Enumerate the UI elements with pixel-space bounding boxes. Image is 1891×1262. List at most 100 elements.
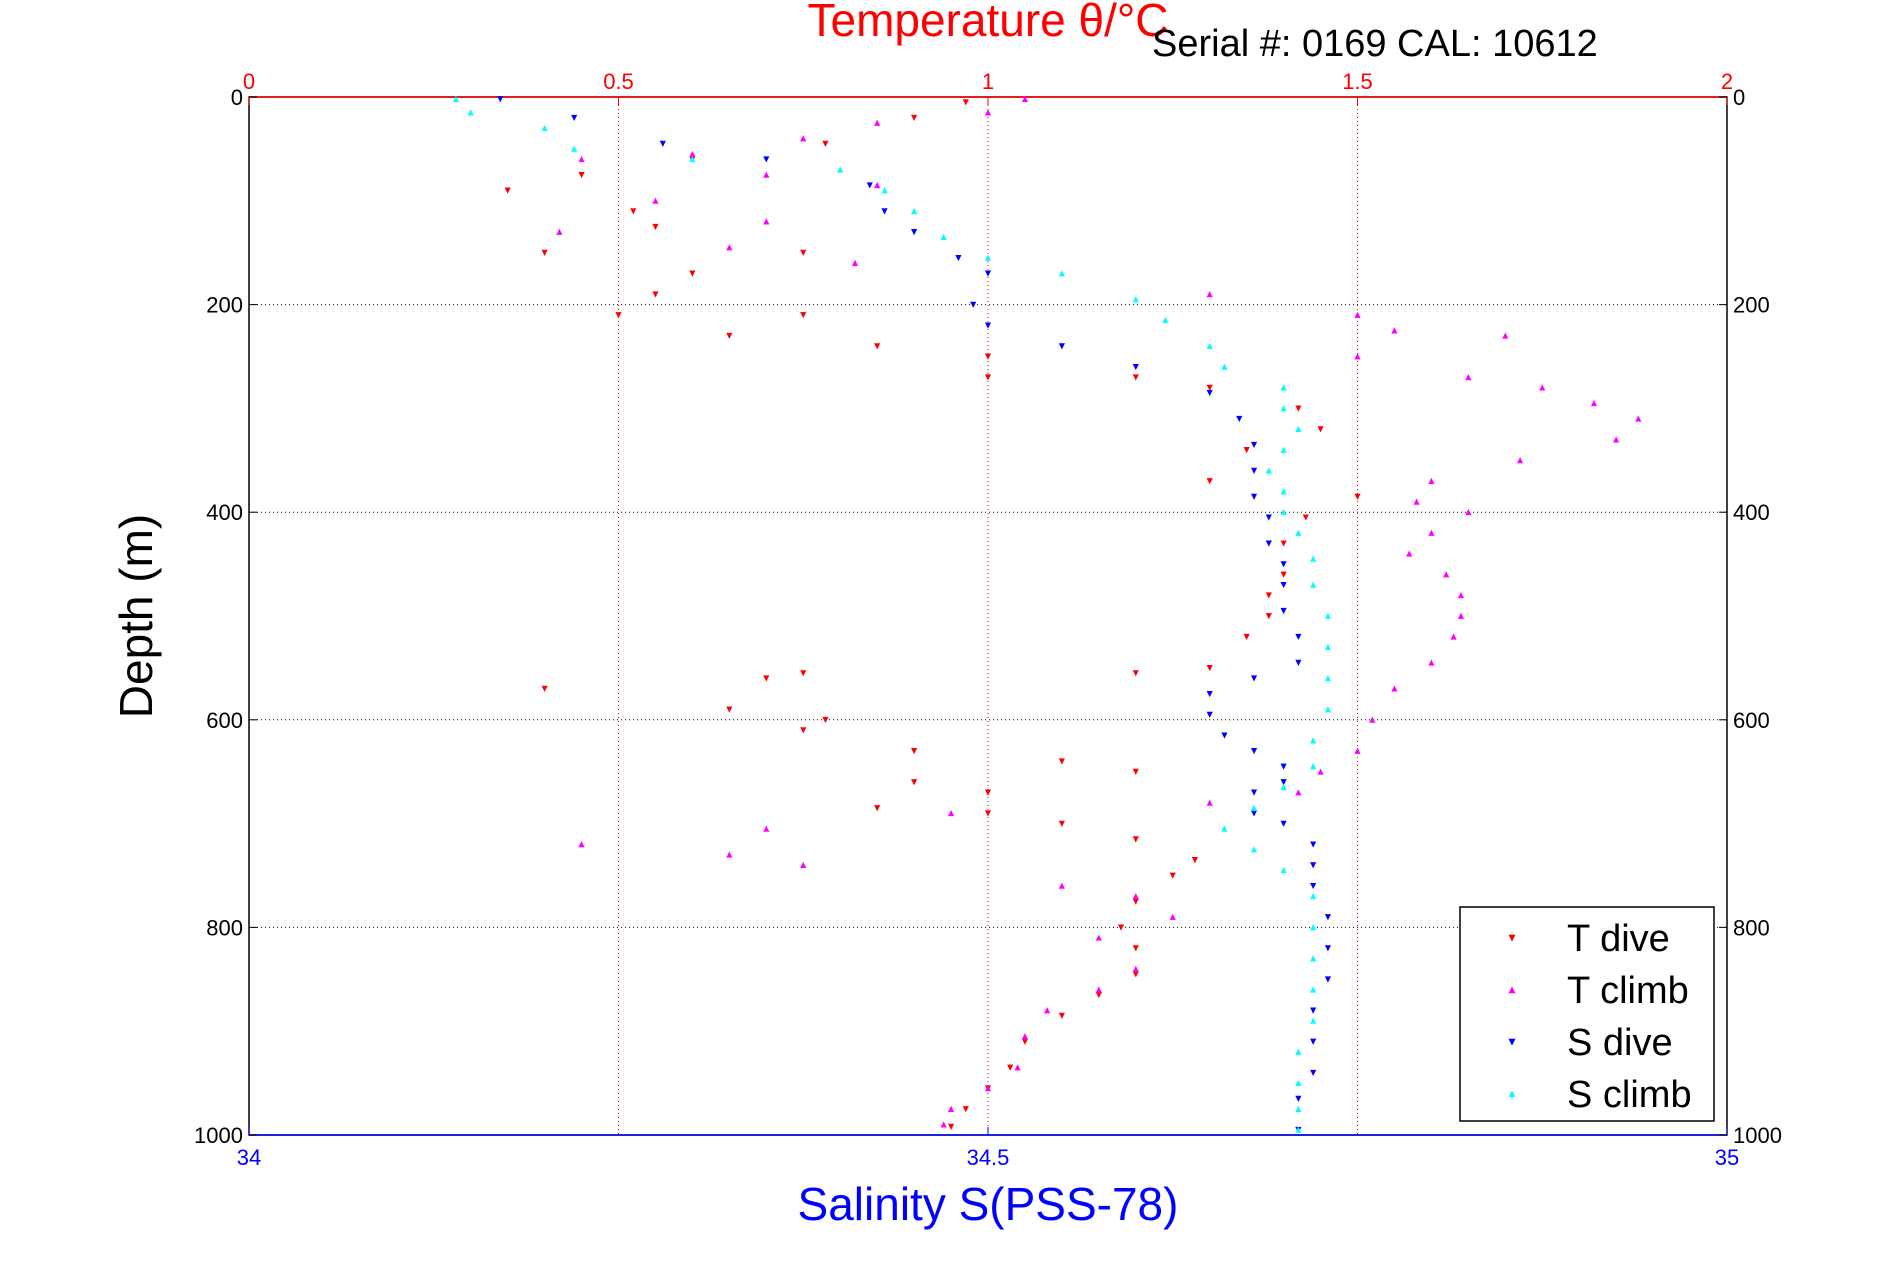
data-point: [1280, 540, 1287, 547]
data-point: [970, 301, 977, 308]
data-point: [940, 233, 947, 241]
data-point: [962, 1106, 969, 1113]
data-point: [1295, 529, 1302, 536]
data-point: [984, 374, 992, 381]
data-point: [1391, 327, 1398, 334]
data-point: [652, 197, 659, 204]
data-point: [984, 789, 992, 796]
legend-marker: [1508, 934, 1516, 942]
data-point: [1280, 508, 1287, 516]
data-point: [1132, 945, 1139, 952]
top-tick-label: 0.5: [603, 69, 634, 94]
data-point: [1132, 768, 1139, 775]
data-point: [1310, 882, 1317, 890]
data-point: [726, 332, 733, 340]
y-tick-label-right: 400: [1733, 500, 1770, 525]
series-s-dive: [497, 96, 1332, 1134]
data-point: [1295, 633, 1302, 641]
data-point: [1324, 914, 1332, 921]
data-point: [630, 208, 637, 215]
data-point: [763, 675, 770, 682]
data-point: [1206, 478, 1213, 485]
legend-label: T dive: [1567, 918, 1670, 960]
data-point: [1613, 436, 1620, 443]
data-point: [1058, 882, 1065, 889]
top-tick-label: 0: [243, 69, 255, 94]
series-layer: [452, 95, 1642, 1134]
data-point: [800, 249, 807, 256]
data-point: [556, 228, 563, 235]
data-point: [947, 1105, 955, 1112]
data-point: [1354, 493, 1361, 500]
data-point: [1243, 633, 1250, 641]
data-point: [763, 218, 770, 225]
data-point: [541, 249, 548, 256]
data-point: [940, 1121, 947, 1128]
data-point: [911, 779, 918, 786]
data-point: [1162, 316, 1169, 324]
data-point: [1516, 457, 1524, 464]
data-point: [984, 109, 992, 116]
data-point: [1044, 1007, 1051, 1014]
bottom-tick-label: 34.5: [967, 1145, 1010, 1170]
y-tick-label-right: 800: [1733, 915, 1770, 940]
x-axis-title-salinity: Salinity S(PSS-78): [798, 1178, 1179, 1230]
data-point: [497, 96, 504, 103]
y-tick-label-right: 0: [1733, 85, 1745, 110]
y-tick-label-right: 1000: [1733, 1123, 1782, 1148]
data-point: [911, 114, 918, 122]
data-point: [1250, 467, 1258, 474]
data-point: [689, 156, 696, 163]
data-point: [984, 810, 992, 817]
data-point: [1058, 820, 1065, 827]
data-point: [541, 685, 548, 692]
legend-marker: [1508, 1038, 1516, 1046]
data-point: [1280, 763, 1287, 770]
data-point: [947, 809, 955, 817]
data-point: [1310, 581, 1317, 588]
data-point: [1221, 363, 1228, 370]
data-point: [874, 181, 881, 189]
data-point: [1590, 399, 1598, 407]
data-point: [726, 851, 733, 858]
data-point: [1391, 685, 1398, 692]
data-point: [578, 841, 585, 848]
data-point: [659, 140, 666, 147]
data-point: [1206, 690, 1213, 698]
y-axis-title: Depth (m): [110, 514, 162, 718]
data-point: [1310, 924, 1317, 931]
y-tick-label: 600: [206, 708, 243, 733]
data-point: [1132, 374, 1139, 381]
data-point: [763, 171, 770, 178]
data-point: [1457, 612, 1465, 619]
data-point: [1354, 311, 1361, 318]
data-point: [1369, 716, 1376, 723]
data-point: [1206, 342, 1213, 350]
data-point: [578, 156, 585, 163]
data-point: [1317, 426, 1324, 433]
y-tick-label: 0: [231, 85, 243, 110]
data-point: [1324, 675, 1332, 682]
data-point: [1310, 986, 1317, 993]
data-point: [1058, 343, 1065, 350]
data-point: [1635, 415, 1642, 422]
data-point: [1206, 384, 1213, 391]
data-point: [962, 99, 969, 106]
data-point: [1443, 571, 1450, 578]
data-point: [1280, 571, 1287, 578]
data-point: [1295, 1079, 1302, 1086]
data-point: [1310, 555, 1317, 562]
data-point: [1413, 498, 1420, 505]
data-point: [1280, 820, 1287, 827]
data-point: [763, 825, 770, 832]
data-point: [984, 353, 992, 360]
data-point: [1465, 373, 1472, 381]
data-point: [1295, 425, 1302, 433]
data-point: [1265, 592, 1272, 599]
data-point: [1324, 976, 1332, 983]
data-point: [837, 166, 844, 173]
data-point: [1324, 945, 1332, 952]
data-point: [1250, 441, 1258, 449]
data-point: [452, 95, 460, 102]
bottom-tick-label: 35: [1715, 1145, 1739, 1170]
